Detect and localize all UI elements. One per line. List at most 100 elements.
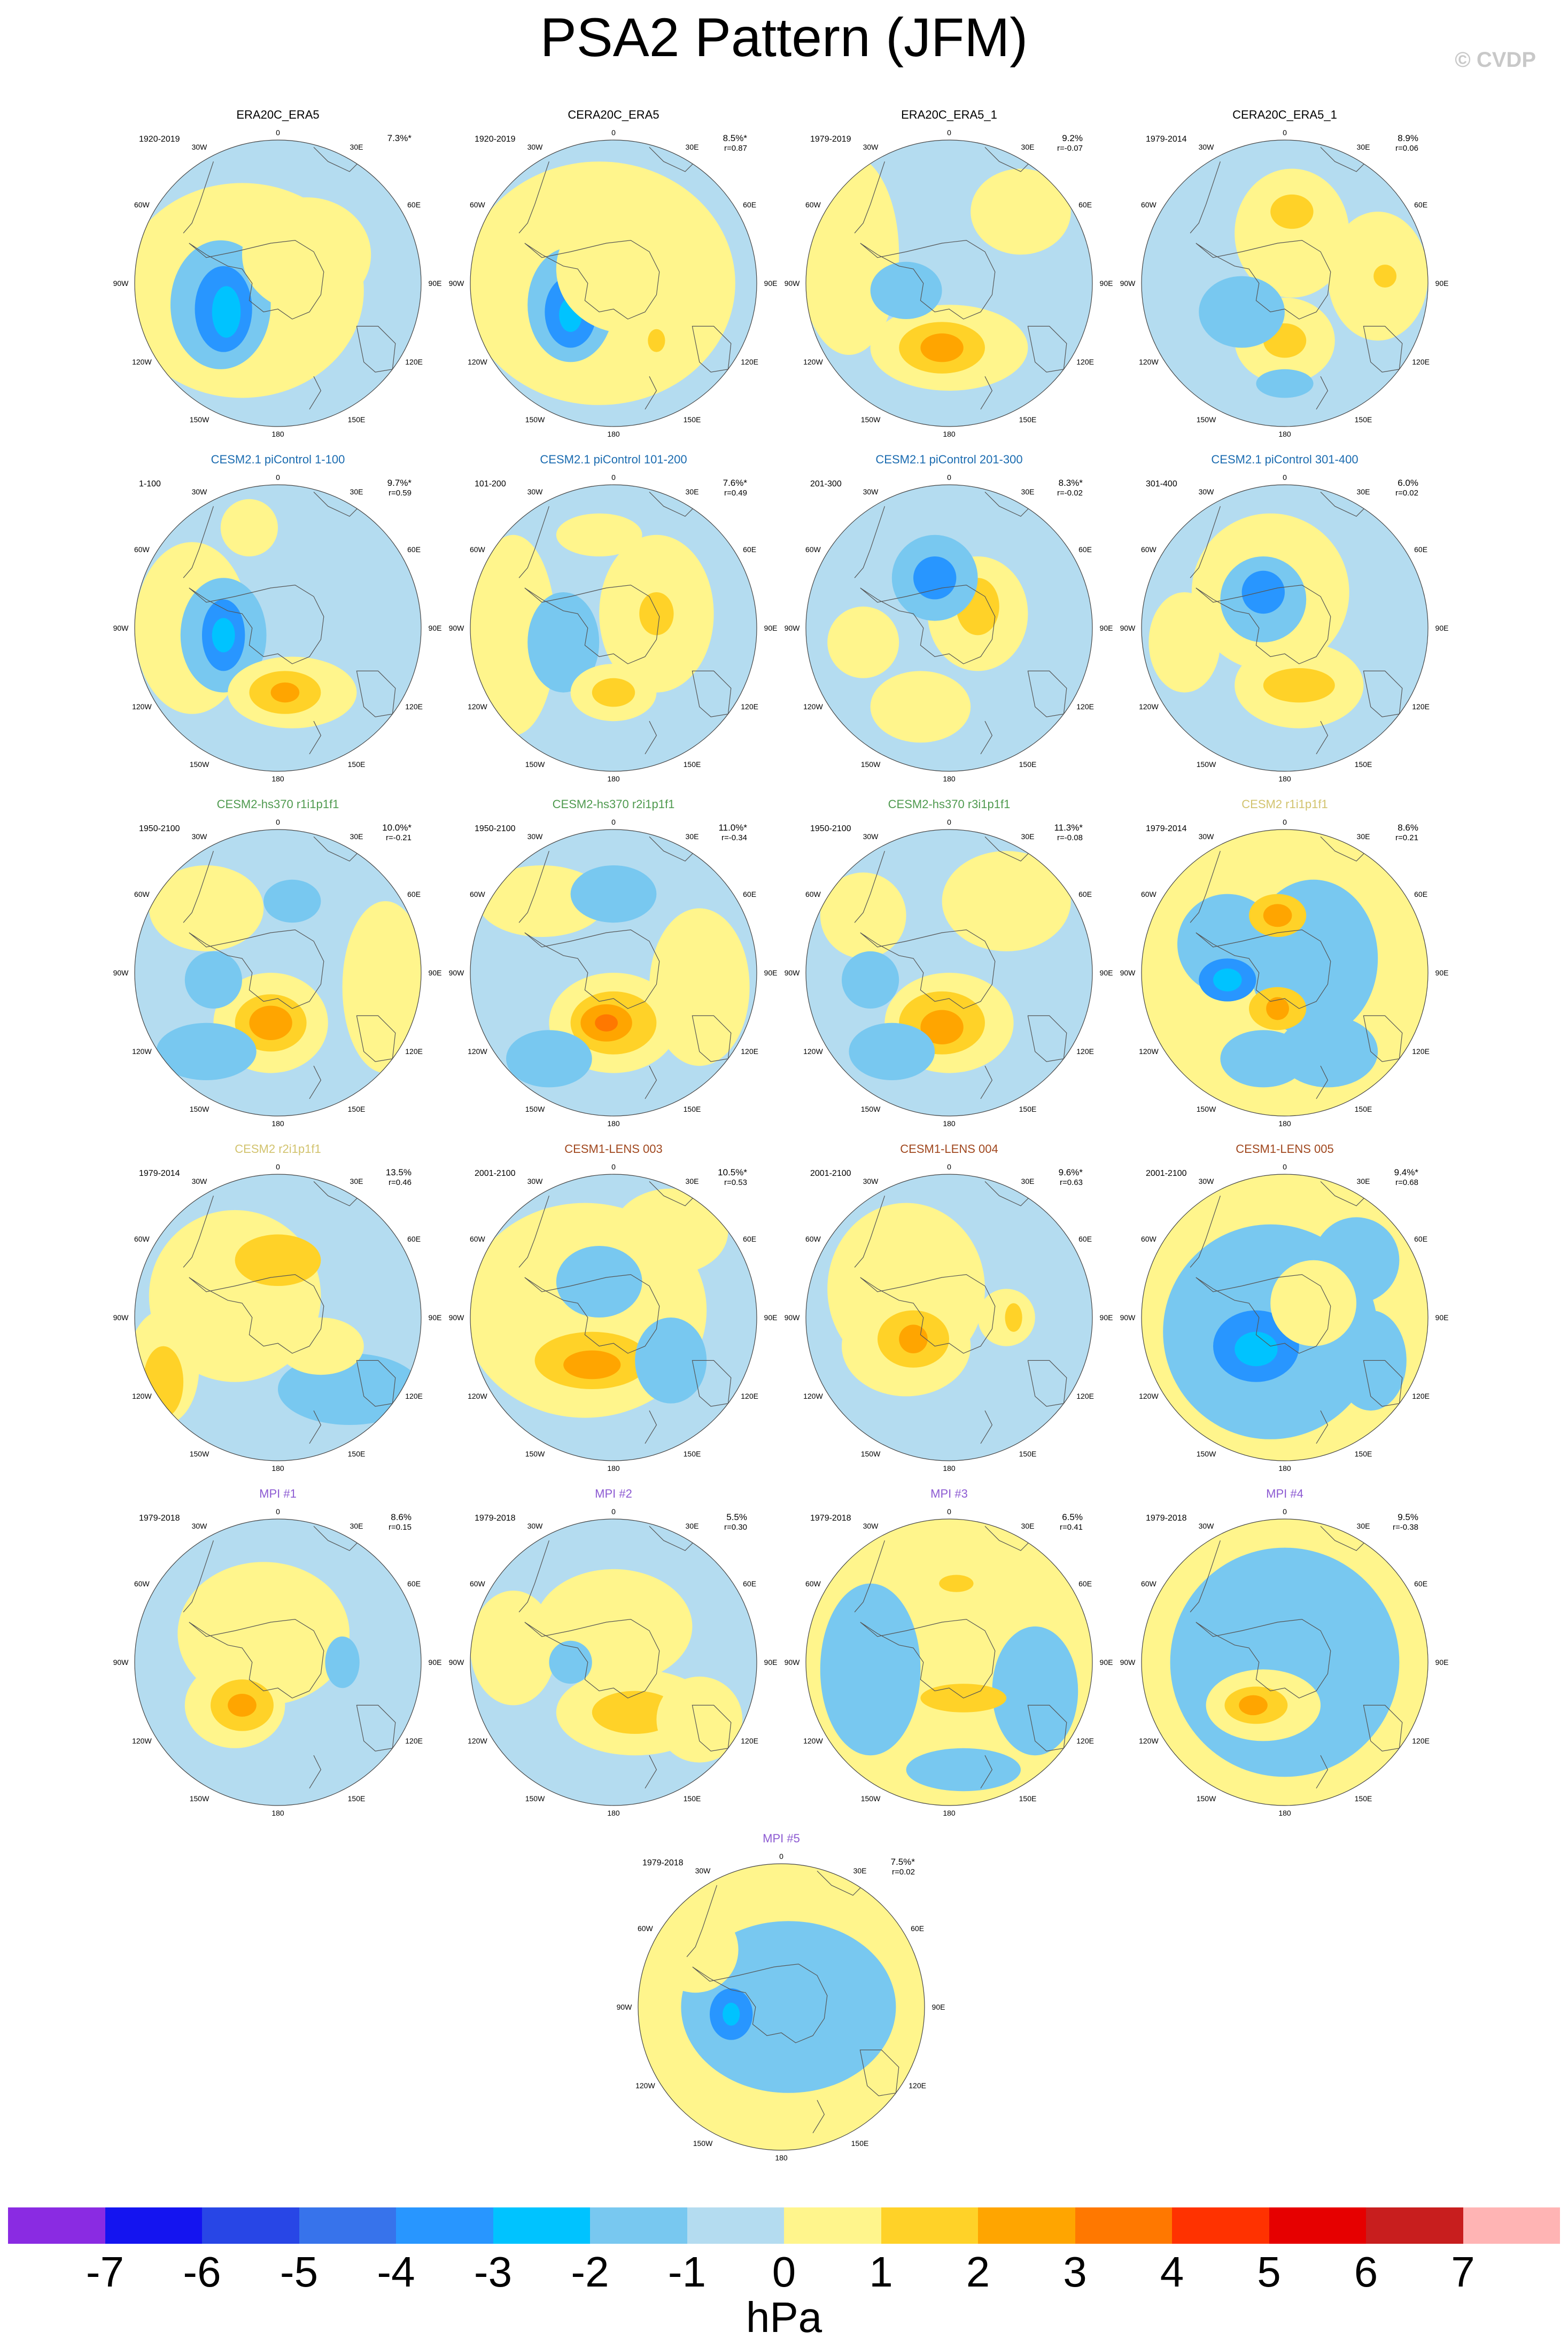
map-boundary xyxy=(1141,140,1429,427)
longitude-label: 120E xyxy=(1076,1737,1094,1745)
anomaly-contour xyxy=(899,1324,928,1353)
longitude-label: 0 xyxy=(611,128,616,137)
longitude-label: 30W xyxy=(191,143,207,152)
longitude-label: 30E xyxy=(1021,1522,1035,1531)
coastline xyxy=(860,239,996,320)
longitude-label: 120E xyxy=(1412,358,1430,366)
coastline xyxy=(645,376,657,410)
longitude-label: 90W xyxy=(1120,1658,1136,1667)
longitude-label: 90E xyxy=(1435,968,1449,977)
anomaly-contour xyxy=(592,678,635,707)
panel-pattern-correlation: r=0.15 xyxy=(389,1523,412,1532)
coastline xyxy=(645,1755,657,1789)
longitude-label: 30E xyxy=(1356,143,1370,152)
longitude-label: 180 xyxy=(271,430,284,438)
longitude-label: 30E xyxy=(1356,487,1370,497)
map-boundary xyxy=(805,484,1093,772)
anomaly-contour xyxy=(228,1693,257,1717)
colorbar-tick-label: -5 xyxy=(280,2248,319,2296)
longitude-label: 120W xyxy=(1139,1392,1159,1400)
longitude-label: 60W xyxy=(1140,1579,1156,1588)
polar-map xyxy=(1141,140,1429,427)
anomaly-contour xyxy=(220,499,278,556)
longitude-label: 120E xyxy=(741,1392,758,1400)
polar-map xyxy=(470,140,757,427)
panel-pattern-correlation: r=-0.08 xyxy=(1057,833,1083,842)
longitude-label: 60E xyxy=(1078,890,1092,898)
longitude-label: 60W xyxy=(805,1235,821,1243)
coastline xyxy=(1196,1618,1331,1699)
coastline xyxy=(309,1755,322,1789)
longitude-label: 150W xyxy=(693,2138,713,2148)
colorbar-tick-label: 1 xyxy=(869,2248,893,2296)
map-boundary xyxy=(134,140,422,427)
longitude-label: 180 xyxy=(1278,1119,1291,1128)
panel-variance-explained: 7.3%* xyxy=(387,133,412,143)
longitude-label: 120E xyxy=(741,1047,758,1056)
longitude-label: 180 xyxy=(943,1464,956,1473)
panel-pattern-correlation: r=0.59 xyxy=(389,489,412,498)
longitude-label: 60E xyxy=(1414,200,1428,209)
coastline xyxy=(1190,851,1221,923)
longitude-label: 30W xyxy=(191,487,207,497)
anomaly-contour xyxy=(1256,369,1314,398)
polar-map xyxy=(470,484,757,772)
longitude-label: 90W xyxy=(784,968,800,977)
anomaly-contour xyxy=(149,865,264,951)
longitude-label: 120W xyxy=(1139,358,1159,366)
longitude-label: 30W xyxy=(527,832,543,841)
coastline xyxy=(1316,720,1329,755)
panel-variance-explained: 9.2% xyxy=(1062,133,1083,143)
anomaly-contour xyxy=(614,1188,728,1275)
coastline xyxy=(980,1065,993,1099)
colorbar-swatch xyxy=(299,2207,396,2244)
longitude-label: 150E xyxy=(1354,415,1372,424)
map-panel: CERA20C_ERA5_1 1979-2014 8.9% r=0.06 0 30E 60E… xyxy=(1120,107,1449,438)
map-boundary xyxy=(134,1518,422,1806)
panel-title: CESM2.1 piControl 101-200 xyxy=(540,453,687,466)
map-boundary xyxy=(1141,1174,1429,1461)
longitude-label: 0 xyxy=(276,128,280,137)
panel-pattern-correlation: r=0.21 xyxy=(1395,833,1418,842)
anomaly-contour xyxy=(827,606,899,678)
longitude-label: 30E xyxy=(1356,1177,1370,1186)
longitude-label: 30W xyxy=(695,1866,711,1876)
longitude-label: 60E xyxy=(407,1235,421,1243)
panel-variance-explained: 8.3%* xyxy=(1058,478,1083,488)
longitude-label: 0 xyxy=(611,473,616,482)
coastline xyxy=(854,1540,885,1613)
longitude-label: 120W xyxy=(132,1047,152,1056)
longitude-label: 150W xyxy=(525,1104,545,1113)
panel-variance-explained: 8.6% xyxy=(391,1512,412,1522)
longitude-label: 30E xyxy=(350,832,363,841)
panel-period: 1979-2019 xyxy=(810,135,851,144)
longitude-label: 90E xyxy=(764,624,778,632)
longitude-label: 90W xyxy=(113,1658,129,1667)
map-panel: MPI #5 1979-2018 7.5%* r=0.02 0 30E 60E 90E 120E… xyxy=(617,1831,945,2162)
anomaly-contour xyxy=(1148,592,1221,693)
panel-pattern-correlation: r=0.06 xyxy=(1395,144,1418,153)
longitude-label: 150W xyxy=(1196,415,1216,424)
longitude-label: 60E xyxy=(743,1579,757,1588)
longitude-label: 120E xyxy=(1076,1047,1094,1056)
longitude-label: 30W xyxy=(1198,143,1214,152)
longitude-label: 0 xyxy=(947,128,951,137)
coastline xyxy=(812,2099,825,2134)
longitude-label: 60E xyxy=(1414,1579,1428,1588)
coastline xyxy=(183,1196,214,1268)
anomaly-contour xyxy=(652,1907,739,1993)
map-panel: CESM2-hs370 r1i1p1f1 1950-2100 10.0%* r=-0.… xyxy=(113,796,442,1128)
anomaly-contour xyxy=(1270,1260,1356,1346)
longitude-label: 30E xyxy=(350,1522,363,1531)
panel-variance-explained: 9.7%* xyxy=(387,478,412,488)
coastline xyxy=(524,1618,660,1699)
panel-variance-explained: 8.5%* xyxy=(723,133,747,143)
longitude-label: 150W xyxy=(525,1794,545,1803)
longitude-label: 180 xyxy=(1278,1464,1291,1473)
longitude-label: 150W xyxy=(189,1449,209,1458)
longitude-label: 120E xyxy=(1412,1737,1430,1745)
longitude-label: 90E xyxy=(1435,1313,1449,1322)
panel-pattern-correlation: r=0.46 xyxy=(389,1178,412,1187)
panel-title: CESM2 r2i1p1f1 xyxy=(235,1142,321,1156)
coastline xyxy=(524,584,660,664)
